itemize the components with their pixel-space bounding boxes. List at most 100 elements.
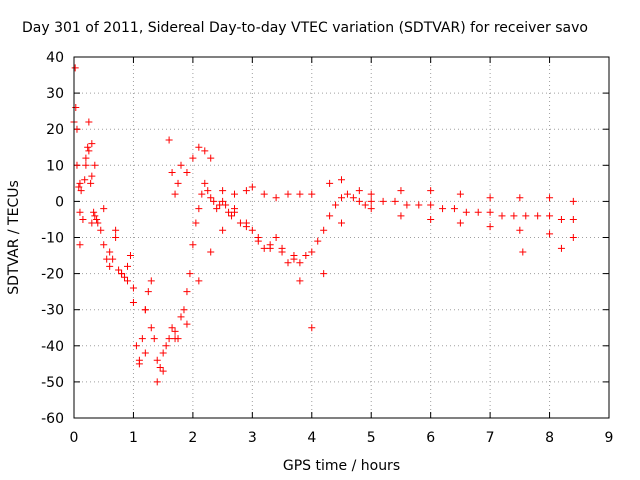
data-point [397,187,405,195]
data-point [272,234,280,241]
data-point [124,277,131,285]
data-point [320,226,328,234]
data-point [174,179,182,187]
data-point [93,215,101,223]
data-point [272,194,280,202]
data-point [207,248,215,256]
data-point [308,190,316,198]
data-point [85,118,93,126]
data-point [569,234,577,241]
y-tick-label: -40 [41,339,64,355]
data-point [462,208,470,216]
data-point [73,161,81,169]
data-point [165,335,173,343]
x-tick-label: 1 [129,430,138,446]
data-point [486,208,494,216]
data-point [147,277,155,285]
data-point [82,161,90,169]
data-point [338,176,345,184]
y-axis-label: SDTVAR / TECUs [6,180,22,295]
x-tick-label: 4 [307,430,316,446]
y-tick-label: -10 [41,231,64,247]
data-point [427,201,435,209]
data-point [320,270,328,278]
data-point [367,197,375,205]
data-point [75,183,83,191]
data-point [403,201,411,209]
data-point [153,356,161,364]
data-point [186,270,194,278]
data-point [367,205,375,213]
data-point [195,277,203,285]
x-tick-label: 3 [248,430,257,446]
data-point [91,212,99,220]
data-point [236,219,244,227]
data-point [198,190,206,198]
data-point [71,64,79,72]
data-point [516,194,524,202]
data-point [180,306,188,314]
grid-lines [74,57,609,418]
axis-ticks: 0 1 2 3 4 5 6 7 8 9 40 30 20 10 0 -10 -20 -30 -40 -50 -60 [41,50,613,446]
data-point [177,313,185,321]
data-point [557,244,565,252]
y-tick-label: -60 [41,411,64,427]
data-point [112,226,120,234]
data-point [222,201,230,209]
data-point [183,288,191,296]
data-points [70,64,577,386]
data-point [106,248,114,256]
y-tick-label: -20 [41,267,64,283]
data-point [439,205,447,213]
data-point [100,241,108,249]
data-point [91,161,99,169]
data-point [546,194,554,202]
x-tick-label: 0 [70,430,79,446]
data-point [522,212,530,220]
data-point [510,212,518,220]
data-point [355,187,363,195]
data-point [129,298,137,306]
data-point [355,197,363,205]
data-point [557,215,565,223]
data-point [109,255,117,263]
y-tick-label: 30 [46,86,64,102]
data-point [183,320,191,328]
data-point [308,324,316,332]
data-point [427,215,435,223]
data-point [296,277,304,285]
data-point [87,179,95,187]
data-point [150,335,158,343]
data-point [72,104,80,112]
data-point [77,187,85,195]
data-point [519,248,527,256]
data-point [391,197,399,205]
data-point [94,219,102,227]
data-point [195,205,203,213]
data-point [397,212,405,220]
x-tick-label: 8 [545,430,554,446]
data-point [195,143,203,151]
data-point [147,324,155,332]
data-point [73,125,81,133]
data-point [367,190,375,198]
y-tick-label: 20 [46,122,64,138]
data-point [144,288,152,296]
data-point [219,187,227,195]
data-point [248,183,256,191]
data-point [177,161,185,169]
data-point [456,219,464,227]
data-point [546,230,554,238]
x-tick-label: 6 [426,430,435,446]
data-point [219,226,227,234]
data-point [84,143,92,151]
data-point [204,187,212,195]
data-point [450,205,458,213]
data-point [112,234,120,241]
data-point [290,252,298,260]
data-point [159,367,167,375]
data-point [213,205,221,213]
data-point [100,205,108,213]
data-point [141,349,149,357]
